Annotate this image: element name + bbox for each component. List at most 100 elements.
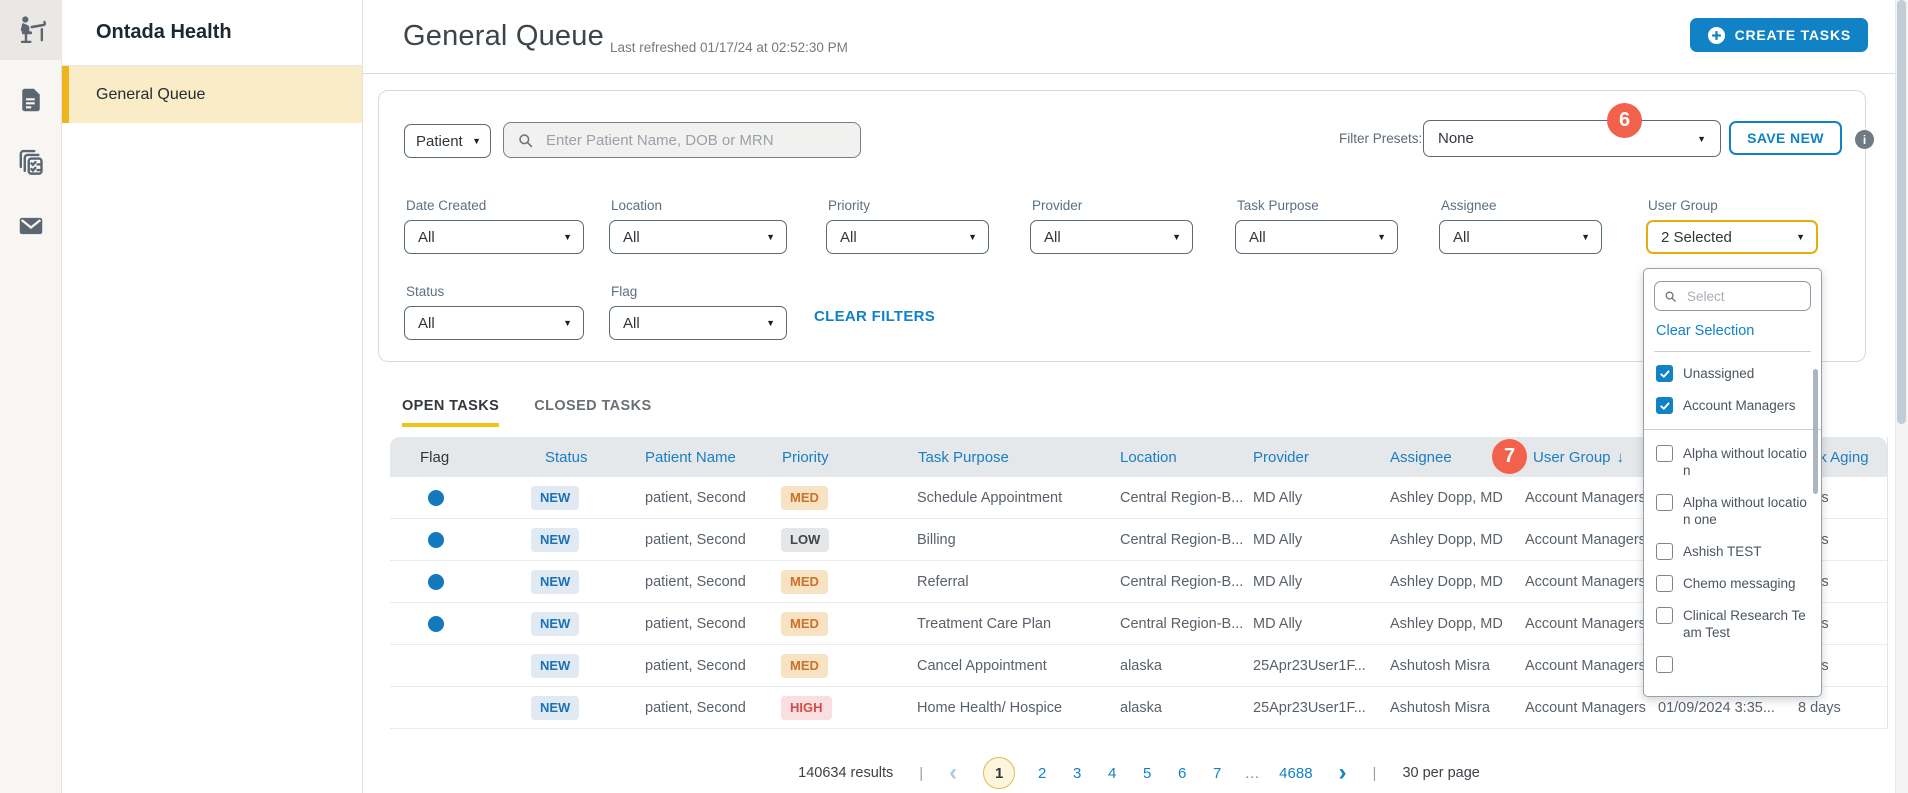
search-category-select[interactable]: Patient ▼ [404, 124, 491, 158]
user-group-cell: Account Managers [1525, 574, 1646, 590]
checkbox-unchecked[interactable] [1656, 445, 1673, 462]
user-group-option[interactable]: Clinical Research Team Test [1656, 607, 1811, 641]
info-icon[interactable]: i [1855, 130, 1874, 149]
separator: | [919, 765, 923, 782]
assignee-cell: Ashley Dopp, MD [1390, 616, 1503, 632]
priority-badge: MED [781, 654, 828, 678]
rail-item-patient-queue[interactable] [0, 0, 62, 60]
tab-open-tasks[interactable]: OPEN TASKS [402, 398, 499, 427]
page-button[interactable]: 2 [1034, 765, 1050, 782]
page-button[interactable]: 4688 [1279, 765, 1312, 782]
column-header-priority[interactable]: Priority [782, 437, 829, 477]
create-tasks-button[interactable]: CREATE TASKS [1690, 18, 1868, 52]
column-header-user-group[interactable]: User Group↓ [1533, 437, 1624, 477]
column-header-task-purpose[interactable]: Task Purpose [918, 437, 1009, 477]
location-cell: Central Region-B... [1120, 574, 1243, 590]
location-cell: alaska [1120, 658, 1162, 674]
checkbox-unchecked[interactable] [1656, 543, 1673, 560]
filter-user-group-select[interactable]: 2 Selected▼ [1646, 220, 1818, 254]
checkbox-checked[interactable] [1656, 365, 1673, 382]
step-badge-7: 7 [1492, 439, 1527, 474]
status-badge: NEW [531, 486, 579, 510]
filter-status-select[interactable]: All▼ [404, 306, 584, 340]
tab-closed-tasks[interactable]: CLOSED TASKS [534, 398, 651, 427]
filter-label: User Group [1648, 198, 1818, 213]
filter-location-select[interactable]: All▼ [609, 220, 787, 254]
column-header-patient-name[interactable]: Patient Name [645, 437, 736, 477]
user-group-option[interactable]: Unassigned [1656, 365, 1811, 382]
filter-label: Priority [828, 198, 989, 213]
flag-dot [428, 490, 444, 506]
save-new-button[interactable]: SAVE NEW [1729, 121, 1842, 155]
filter-provider-select[interactable]: All▼ [1030, 220, 1193, 254]
clear-filters-button[interactable]: CLEAR FILTERS [814, 308, 935, 325]
user-group-option[interactable]: Alpha without location [1656, 445, 1811, 479]
user-group-option[interactable]: Chemo messaging [1656, 575, 1811, 592]
page-button[interactable]: 6 [1174, 765, 1190, 782]
step-badge-6: 6 [1607, 103, 1642, 138]
user-group-option[interactable] [1656, 656, 1811, 673]
page-button[interactable]: 4 [1104, 765, 1120, 782]
filter-presets-select[interactable]: None ▼ [1423, 120, 1721, 157]
task-aging-cell: 8 days [1798, 700, 1841, 716]
page-button[interactable]: 1 [983, 757, 1015, 789]
task-cards-icon [14, 145, 48, 179]
search-icon [516, 131, 535, 150]
column-header-assignee[interactable]: Assignee [1390, 437, 1452, 477]
flag-dot [428, 532, 444, 548]
page-scrollbar[interactable] [1895, 0, 1908, 793]
provider-cell: 25Apr23User1F... [1253, 658, 1366, 674]
user-group-cell: Account Managers [1525, 658, 1646, 674]
prev-page-button[interactable]: ‹ [949, 760, 957, 786]
column-header-status[interactable]: Status [545, 437, 588, 477]
rail-item-messages[interactable] [0, 196, 62, 256]
location-cell: alaska [1120, 700, 1162, 716]
filter-assignee-select[interactable]: All▼ [1439, 220, 1602, 254]
user-group-search-input[interactable] [1685, 288, 1802, 305]
page-button[interactable]: 5 [1139, 765, 1155, 782]
checkbox-unchecked[interactable] [1656, 494, 1673, 511]
dropdown-scrollbar[interactable] [1813, 369, 1818, 494]
option-label: Ashish TEST [1683, 543, 1809, 560]
patient-name-cell: patient, Second [645, 532, 746, 548]
provider-cell: MD Ally [1253, 490, 1302, 506]
page-button[interactable]: 7 [1209, 765, 1225, 782]
checkbox-unchecked[interactable] [1656, 575, 1673, 592]
filter-task-purpose-select[interactable]: All▼ [1235, 220, 1398, 254]
patient-search-input[interactable] [544, 131, 848, 150]
filter-flag-select[interactable]: All▼ [609, 306, 787, 340]
checkbox-checked[interactable] [1656, 397, 1673, 414]
user-group-option[interactable]: Account Managers [1656, 397, 1811, 414]
plus-icon [1707, 26, 1726, 45]
user-group-cell: Account Managers [1525, 616, 1646, 632]
user-group-option[interactable]: Ashish TEST [1656, 543, 1811, 560]
checkbox-unchecked[interactable] [1656, 607, 1673, 624]
task-purpose-cell: Schedule Appointment [917, 490, 1062, 506]
sidebar-item-general-queue[interactable]: General Queue [62, 66, 362, 123]
priority-badge: HIGH [781, 696, 832, 720]
page-scrollbar-thumb[interactable] [1897, 0, 1906, 424]
column-header-provider[interactable]: Provider [1253, 437, 1309, 477]
chevron-down-icon: ▼ [968, 232, 977, 242]
document-icon [16, 85, 46, 115]
chevron-down-icon: ▼ [1377, 232, 1386, 242]
option-label: Clinical Research Team Test [1683, 607, 1809, 641]
rail-item-documents[interactable] [0, 70, 62, 130]
next-page-button[interactable]: › [1339, 760, 1347, 786]
column-header-location[interactable]: Location [1120, 437, 1177, 477]
rail-item-task-queues[interactable] [0, 132, 62, 192]
user-group-option[interactable]: Alpha without location one [1656, 494, 1811, 528]
filter-location: LocationAll▼ [609, 198, 787, 254]
column-header-flag[interactable]: Flag [420, 437, 449, 477]
filter-date-created-select[interactable]: All▼ [404, 220, 584, 254]
page-button[interactable]: 3 [1069, 765, 1085, 782]
filter-status: StatusAll▼ [404, 284, 584, 340]
filter-priority-select[interactable]: All▼ [826, 220, 989, 254]
per-page-select[interactable]: 30 per page [1402, 765, 1479, 781]
provider-cell: MD Ally [1253, 532, 1302, 548]
clear-selection-link[interactable]: Clear Selection [1656, 323, 1821, 339]
option-label: Alpha without location [1683, 445, 1809, 479]
last-refreshed-text: Last refreshed 01/17/24 at 02:52:30 PM [610, 40, 848, 55]
checkbox-unchecked[interactable] [1656, 656, 1673, 673]
option-label: Unassigned [1683, 365, 1809, 382]
